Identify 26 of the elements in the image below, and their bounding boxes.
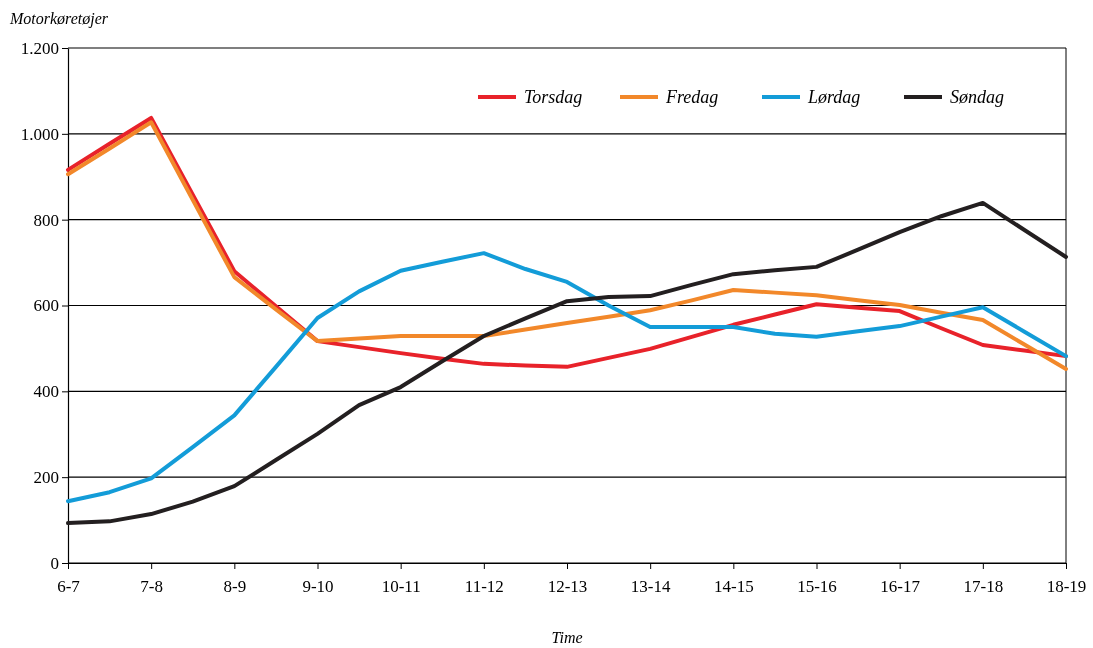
x-tick-label: 9-10 [302,577,334,597]
legend-label: Fredag [665,87,719,107]
x-tick-label: 17-18 [963,577,1004,597]
x-tick-label: 14-15 [714,577,754,597]
y-tick-label: 400 [33,382,59,402]
legend-label: Lørdag [807,87,861,107]
x-tick-label: 18-19 [1046,577,1087,597]
x-tick-label: 16-17 [880,577,921,597]
x-tick-label: 7-8 [140,577,163,597]
y-tick-label: 800 [33,210,59,230]
x-tick-label: 15-16 [797,577,837,597]
y-tick-label: 1.000 [20,124,59,144]
x-tick-label: 11-12 [464,577,504,597]
x-tick-label: 12-13 [547,577,588,597]
y-tick-label: 600 [33,296,59,316]
legend-label: Søndag [950,87,1004,107]
legend-label: Torsdag [524,87,583,107]
x-tick-label: 10-11 [381,577,421,597]
x-tick-label: 8-9 [223,577,247,597]
y-tick-label: 200 [33,468,59,488]
y-axis-title: Motorkøretøjer [9,10,109,28]
x-tick-label: 13-14 [630,577,671,597]
x-tick-label: 6-7 [57,577,81,597]
x-axis-title: Time [551,629,583,646]
y-tick-label: 0 [50,553,59,573]
y-tick-label: 1.200 [20,38,59,58]
